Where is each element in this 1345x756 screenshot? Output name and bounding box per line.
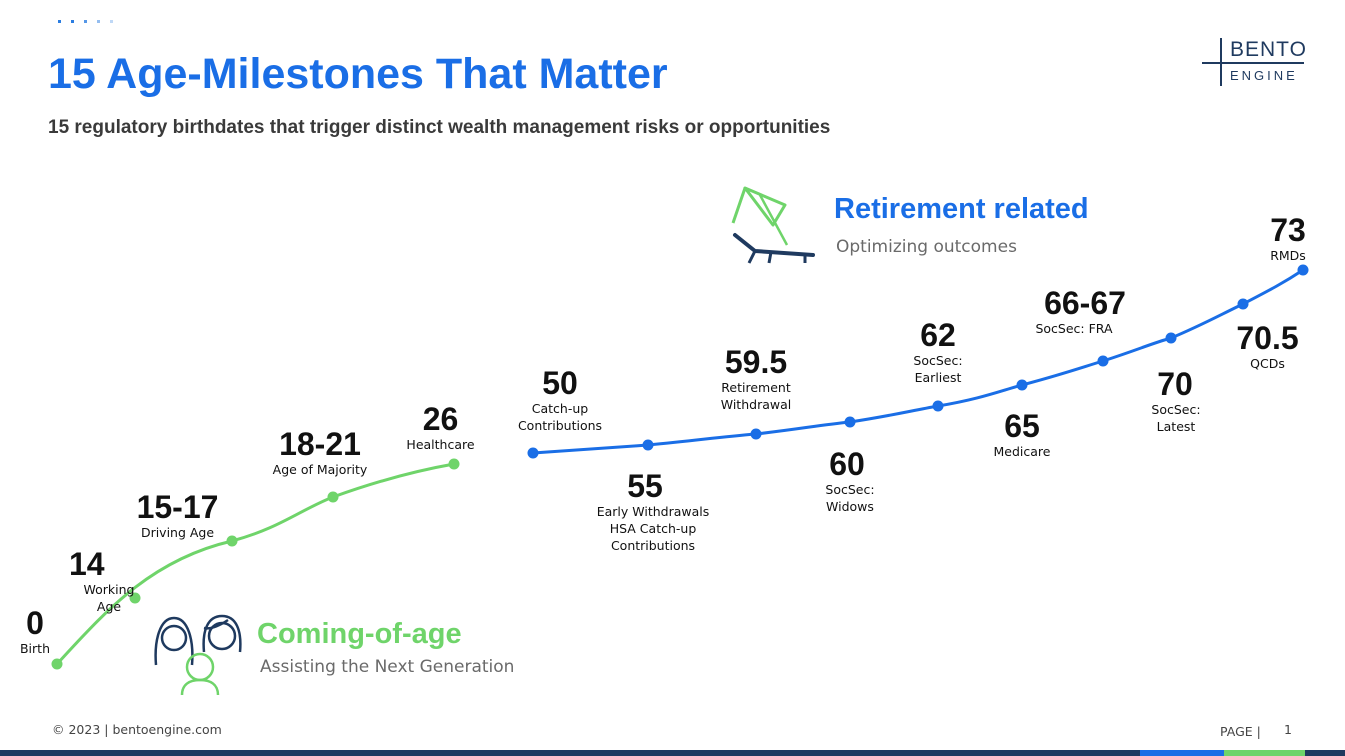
footer-bar-green [1224, 750, 1305, 756]
milestone-dot [1237, 298, 1249, 310]
milestone-age: 15-17 [136, 489, 219, 525]
milestone-label: QCDs [1250, 356, 1285, 371]
retirement-section-subtitle: Optimizing outcomes [836, 237, 1017, 257]
milestone-15-17: 15-17 Driving Age [115, 490, 240, 541]
footer-bar-blue [1140, 750, 1224, 756]
footer-bar-navy [0, 750, 1140, 756]
milestone-label: Healthcare [406, 437, 475, 452]
milestone-dot [448, 458, 460, 470]
retirement-section-title: Retirement related [834, 193, 1089, 225]
coming-of-age-curve [55, 462, 455, 666]
footer-bar-end [1305, 750, 1345, 756]
milestone-dot [226, 535, 238, 547]
coming-of-age-section-subtitle: Assisting the Next Generation [260, 657, 515, 677]
milestone-label: Age of Majority [272, 462, 368, 477]
milestone-label: Early Withdrawals HSA Catch-up Contribut… [596, 504, 710, 553]
milestone-label: SocSec: FRA [1035, 321, 1113, 336]
milestone-14: 14 Working Age [59, 547, 139, 615]
milestone-age: 70.5 [1236, 320, 1299, 356]
milestone-age: 26 [422, 401, 459, 437]
milestone-age: 66-67 [1044, 285, 1126, 321]
milestone-70-5: 70.5 QCDs [1220, 321, 1315, 372]
milestone-age: 62 [920, 317, 956, 353]
milestone-label: Catch-up Contributions [517, 401, 603, 433]
milestone-0: 0 Birth [10, 606, 60, 657]
logo-line-2: ENGINE [1230, 68, 1298, 83]
page-title: 15 Age-Milestones That Matter [48, 50, 668, 98]
milestone-dot [327, 491, 339, 503]
milestone-dot [844, 416, 856, 428]
milestone-label: Retirement Withdrawal [720, 380, 792, 412]
milestone-age: 50 [542, 365, 578, 401]
milestone-dot [1097, 355, 1109, 367]
milestone-label: Driving Age [140, 525, 215, 540]
footer-page-number: 1 [1284, 722, 1292, 737]
milestone-age: 18-21 [279, 426, 361, 462]
milestone-60: 60 SocSec: Widows [805, 447, 895, 515]
milestone-50: 50 Catch-up Contributions [505, 366, 615, 434]
milestone-age: 14 [69, 546, 105, 582]
milestone-label: Medicare [993, 444, 1051, 459]
milestone-label: Birth [19, 641, 50, 656]
milestone-26: 26 Healthcare [393, 402, 488, 453]
milestone-70: 70 SocSec: Latest [1135, 367, 1215, 435]
milestone-age: 65 [1004, 408, 1040, 444]
footer-page-label: PAGE | [1220, 724, 1261, 739]
milestone-dot [1297, 264, 1309, 276]
milestone-73: 73 RMDs [1248, 213, 1328, 264]
milestone-dot [642, 439, 654, 451]
milestone-dot [932, 400, 944, 412]
milestone-dot [750, 428, 762, 440]
milestone-dot [1016, 379, 1028, 391]
milestone-age: 73 [1270, 212, 1306, 248]
milestone-label: RMDs [1270, 248, 1306, 263]
coming-of-age-section-title: Coming-of-age [257, 618, 462, 650]
milestone-age: 59.5 [724, 344, 788, 380]
milestone-65: 65 Medicare [978, 409, 1066, 460]
milestone-dot [51, 658, 63, 670]
milestone-dot [129, 592, 141, 604]
retirement-curve [532, 268, 1304, 455]
milestone-55: 55 Early Withdrawals HSA Catch-up Contri… [583, 469, 723, 554]
footer-copyright: © 2023 | bentoengine.com [52, 722, 222, 737]
milestone-18-21: 18-21 Age of Majority [250, 427, 390, 478]
milestone-label: SocSec: Earliest [913, 353, 963, 385]
milestone-age: 55 [627, 468, 663, 504]
milestone-dot [1165, 332, 1177, 344]
logo-line-1: BENTO [1230, 38, 1307, 61]
milestone-label: SocSec: Latest [1151, 402, 1201, 434]
milestone-59-5: 59.5 Retirement Withdrawal [696, 345, 816, 413]
milestone-dot [527, 447, 539, 459]
milestone-62: 62 SocSec: Earliest [893, 318, 983, 386]
page-subtitle: 15 regulatory birthdates that trigger di… [48, 117, 831, 138]
milestone-label: Working Age [83, 582, 135, 614]
milestone-age: 70 [1157, 366, 1193, 402]
milestone-age: 0 [26, 605, 44, 641]
beach-lounger-icon [731, 186, 815, 264]
milestone-label: SocSec: Widows [825, 482, 875, 514]
milestone-age: 60 [829, 446, 865, 482]
decorative-dots [58, 20, 118, 26]
family-icon [154, 614, 242, 695]
bento-engine-logo: BENTO ENGINE [1200, 38, 1310, 88]
milestone-66-67: 66-67 SocSec: FRA [1030, 286, 1140, 337]
